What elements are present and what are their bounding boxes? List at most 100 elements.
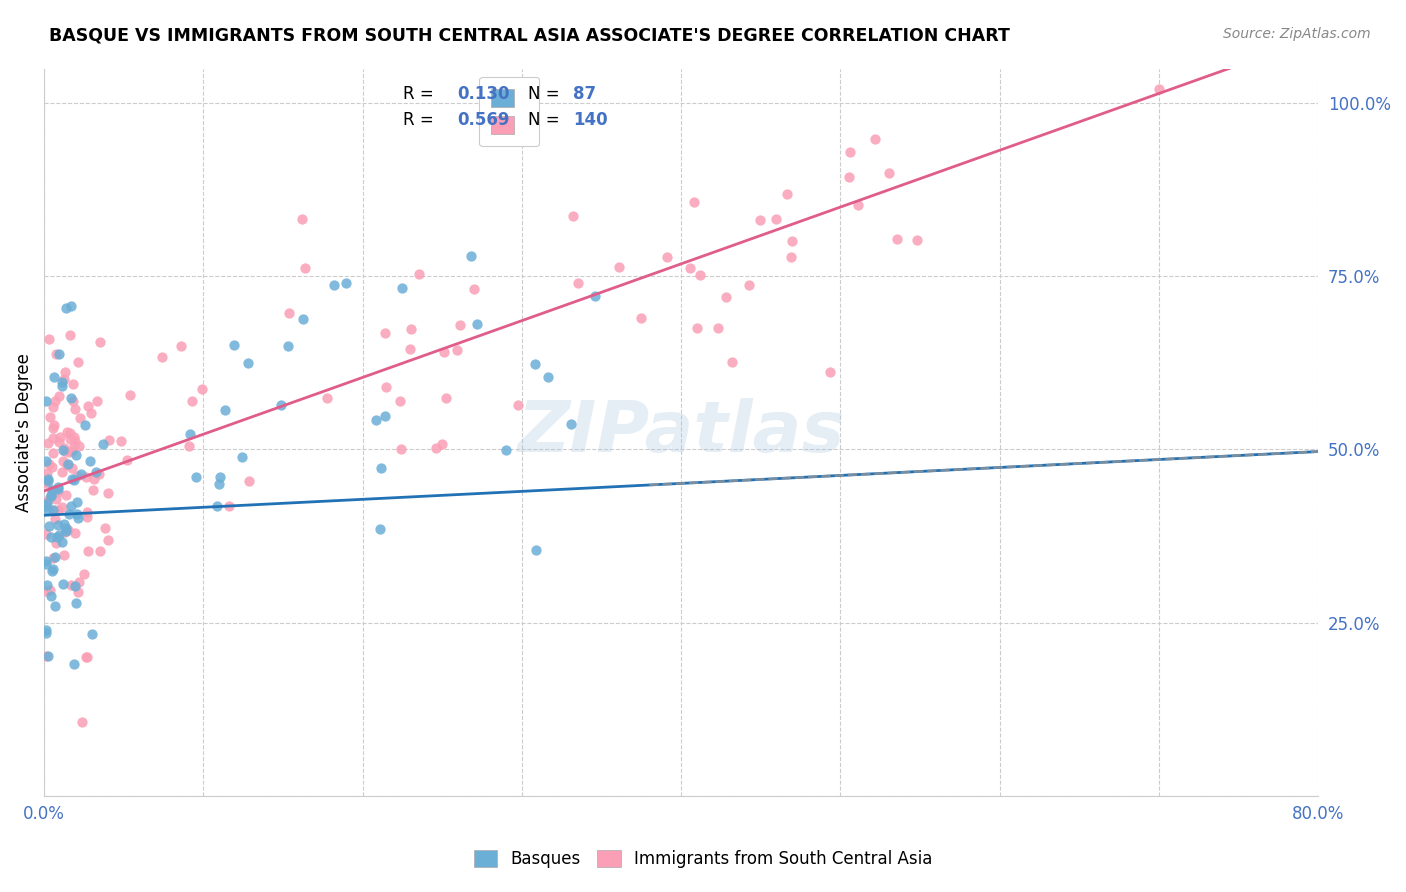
Point [294,260,316,275]
Point [62,376,84,391]
Point [523,358,546,372]
Point [46,480,69,494]
Point [370,461,392,475]
Point [562,209,585,223]
Point [115,453,138,467]
Point [432,344,454,359]
Point [63,401,86,416]
Point [63,526,86,541]
Point [316,392,339,406]
Point [60,444,83,458]
Point [41,565,63,579]
Point [35,394,58,409]
Point [430,437,453,451]
Point [59,392,82,406]
Point [391,281,413,295]
Point [52,443,75,458]
Point [60,472,83,486]
Point [76,649,98,664]
Point [66,469,89,483]
Point [35,584,58,599]
Point [70,714,93,729]
Point [60,460,83,475]
Text: R =: R = [404,85,440,103]
Text: ZIPatlas: ZIPatlas [517,398,845,467]
Point [177,439,200,453]
Point [35,495,58,509]
Point [110,434,132,449]
Point [39,488,62,502]
Point [37,435,59,450]
Point [679,261,702,276]
Point [399,343,422,357]
Point [368,522,391,536]
Point [37,472,59,486]
Point [607,260,630,274]
Point [42,421,65,435]
Point [35,554,58,568]
Point [80,406,103,420]
Point [59,327,82,342]
Point [231,450,253,464]
Point [41,431,63,445]
Point [838,169,860,184]
Point [41,460,63,475]
Point [76,510,98,524]
Point [39,530,62,544]
Point [66,508,89,522]
Point [62,394,84,409]
Point [52,577,75,591]
Point [463,282,485,296]
Point [52,454,75,468]
Point [446,343,468,358]
Point [714,290,737,304]
Point [51,500,73,514]
Point [560,417,582,431]
Point [77,543,100,558]
Point [524,542,547,557]
Point [67,574,90,589]
Point [42,550,65,565]
Point [67,584,90,599]
Point [53,548,76,562]
Point [79,453,101,467]
Point [391,442,413,456]
Point [56,458,79,473]
Point [98,433,121,447]
Point [46,529,69,543]
Point [84,465,107,479]
Point [45,347,67,361]
Point [35,648,58,663]
Point [218,499,240,513]
Point [58,508,80,522]
Point [97,485,120,500]
Point [35,496,58,510]
Point [67,439,90,453]
Point [45,491,67,506]
Point [46,502,69,516]
Point [38,410,60,425]
Point [41,589,63,603]
Point [44,503,66,517]
Point [436,391,458,405]
Point [49,430,72,444]
Point [721,355,744,369]
Point [53,525,76,540]
Point [35,527,58,541]
Text: N =: N = [529,85,560,103]
Point [66,511,89,525]
Point [51,535,73,549]
Point [238,475,260,489]
Point [44,394,66,409]
Point [706,321,728,335]
Point [65,579,87,593]
Point [686,321,709,335]
Point [46,517,69,532]
Point [75,470,97,484]
Point [89,334,111,349]
Point [41,483,63,497]
Point [63,439,86,453]
Point [89,543,111,558]
Point [53,443,76,458]
Point [46,485,69,500]
